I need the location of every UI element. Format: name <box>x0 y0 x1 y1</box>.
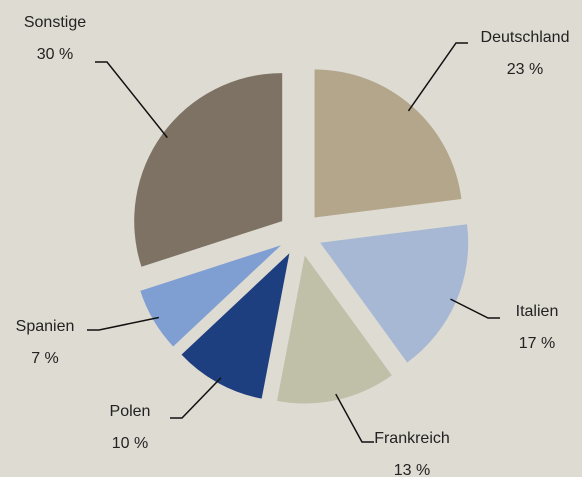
pie-slice <box>134 73 283 267</box>
pie-slice <box>277 255 392 404</box>
pie-slice <box>140 245 282 347</box>
leader-line <box>450 298 500 319</box>
slice-value: 7 % <box>31 350 59 367</box>
slice-value: 17 % <box>519 335 555 352</box>
pie-slice <box>320 224 469 363</box>
leader-line <box>95 61 168 139</box>
slice-value: 10 % <box>112 435 148 452</box>
leader-line <box>87 316 159 331</box>
pie-slice <box>181 253 290 399</box>
slice-label: Frankreich <box>374 430 450 447</box>
slice-value: 30 % <box>37 46 73 63</box>
leader-line <box>335 393 374 443</box>
slice-value: 23 % <box>507 61 543 78</box>
leader-line <box>170 377 222 419</box>
slice-label: Sonstige <box>24 14 86 31</box>
slice-value: 13 % <box>394 462 430 477</box>
slice-label: Deutschland <box>481 29 570 46</box>
slice-label: Italien <box>516 303 559 320</box>
leader-line <box>407 42 468 112</box>
slice-label: Polen <box>110 403 151 420</box>
pie-slice <box>314 69 462 218</box>
slice-label: Spanien <box>16 318 75 335</box>
